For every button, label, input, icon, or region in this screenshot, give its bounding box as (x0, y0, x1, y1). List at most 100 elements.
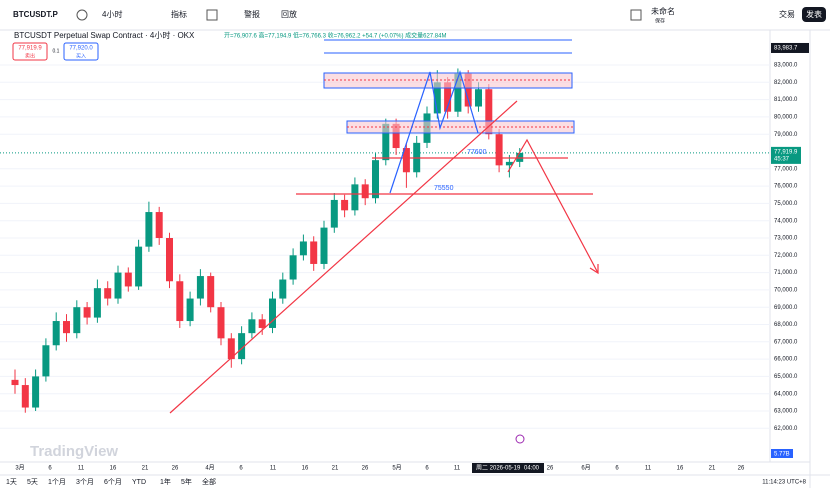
candle-body (145, 212, 153, 247)
buy-price[interactable]: 77,920.0 (69, 46, 93, 52)
candle-body (114, 272, 122, 299)
event-icon[interactable] (515, 434, 525, 444)
time-tick-label: 3月 (15, 465, 24, 472)
candle-body (21, 385, 29, 408)
zone[interactable] (324, 40, 572, 53)
price-tick-label: 83,000.0 (774, 63, 798, 69)
time-tick-label: 16 (302, 466, 309, 472)
templates-icon[interactable] (206, 9, 218, 21)
checkbox[interactable] (630, 9, 642, 21)
price-tick-label: 80,000.0 (774, 114, 798, 120)
range-button[interactable]: 1年 (160, 477, 171, 486)
indicators[interactable]: 指标 (171, 9, 187, 19)
price-tick-label: 63,000.0 (774, 409, 798, 415)
save[interactable]: 保存 (655, 17, 665, 24)
candle-body (248, 319, 256, 334)
toolbar: BTCUSDT.P 4小时 指标 警报 回放 未命名 保存 交易 发表 (0, 6, 830, 31)
time-tick-label: 26 (738, 466, 745, 472)
candle-body (361, 184, 369, 199)
candle-body (63, 321, 70, 334)
candle-body (227, 338, 235, 360)
time-tick-label: 11 (454, 466, 461, 472)
candle-body (402, 148, 410, 173)
price-tick-label: 73,000.0 (774, 236, 798, 242)
price-tick-label: 68,000.0 (774, 322, 798, 328)
candle-body (104, 288, 112, 299)
watermark: TradingView (30, 443, 118, 460)
price-tick-label: 67,000.0 (774, 339, 798, 345)
spread: 0.1 (53, 48, 60, 54)
sell-price[interactable]: 77,919.9 (18, 46, 42, 52)
symbol[interactable]: BTCUSDT.P (13, 10, 59, 19)
candle-body (289, 255, 297, 280)
price-tick-label: 75,000.0 (774, 201, 798, 207)
level-label: 77600 (467, 149, 487, 156)
crosshair-tag (472, 463, 544, 473)
trend-line[interactable] (169, 100, 518, 414)
range-button[interactable]: 6个月 (104, 478, 122, 486)
candle-body (516, 152, 524, 162)
high-price-tag (771, 42, 809, 53)
high-price: 83,983.7 (774, 46, 798, 52)
arrow-head (589, 264, 599, 275)
layout-name[interactable]: 未命名 (651, 6, 675, 16)
projection-arrow[interactable] (507, 138, 599, 274)
trade[interactable]: 交易 (779, 9, 795, 19)
drawings: 77600 75550 (169, 39, 599, 414)
sell[interactable]: 卖出 (25, 52, 35, 59)
price-tick-label: 70,000.0 (774, 287, 798, 293)
candle-body (42, 345, 50, 377)
countdown: 45:37 (774, 156, 790, 162)
alerts[interactable]: 警报 (244, 9, 260, 19)
time-tick-label: 21 (332, 466, 339, 472)
add-icon[interactable] (76, 9, 88, 21)
candle-body (238, 333, 246, 360)
volume-label: 5.77B (774, 452, 790, 458)
publish[interactable]: 发表 (806, 9, 822, 19)
range-button[interactable]: 5年 (181, 477, 192, 486)
candle-body (372, 160, 379, 199)
candle-body (475, 89, 482, 107)
range-button[interactable]: 3个月 (76, 478, 94, 486)
publish-button[interactable] (802, 7, 826, 22)
buy-button[interactable] (63, 42, 99, 61)
volume-tag (771, 449, 793, 458)
candle-body (196, 276, 204, 299)
candle-body (444, 82, 452, 112)
time-tick-label: 6 (48, 466, 52, 472)
range-button[interactable]: 5天 (27, 478, 38, 486)
price-tick-label: 69,000.0 (774, 305, 798, 311)
time-tick-label: 6 (425, 466, 429, 472)
sell-button[interactable] (12, 42, 48, 61)
candle-body (217, 307, 225, 339)
candle-body (52, 321, 60, 346)
candle-body (299, 241, 307, 256)
candle-body (258, 319, 266, 328)
pattern[interactable] (389, 70, 479, 194)
candle-body (464, 73, 472, 107)
legend-title: BTCUSDT Perpetual Swap Contract · 4小时 · … (14, 30, 195, 40)
buy[interactable]: 买入 (76, 52, 86, 59)
price-tick-label: 81,000.0 (774, 97, 798, 103)
price-tick-label: 66,000.0 (774, 357, 798, 363)
time-tick-label: 26 (547, 466, 554, 472)
candle-body (485, 89, 493, 135)
candle-body (207, 276, 215, 308)
time-tick-label: 21 (709, 466, 716, 472)
time-tick-label: 16 (110, 466, 117, 472)
range-button[interactable]: 全部 (202, 477, 216, 486)
candle-body (279, 279, 287, 299)
replay[interactable]: 回放 (281, 9, 297, 19)
last-price-tag (771, 146, 801, 164)
candle-body (93, 288, 101, 318)
range-button[interactable]: 1个月 (48, 478, 66, 486)
price-tick-label: 77,000.0 (774, 166, 798, 172)
range-button[interactable]: 1天 (6, 478, 17, 486)
range-button[interactable]: YTD (132, 479, 146, 486)
price-tick-label: 65,000.0 (774, 374, 798, 380)
candle-body (505, 161, 513, 166)
interval[interactable]: 4小时 (102, 9, 122, 19)
time-tick-label: 26 (362, 466, 369, 472)
